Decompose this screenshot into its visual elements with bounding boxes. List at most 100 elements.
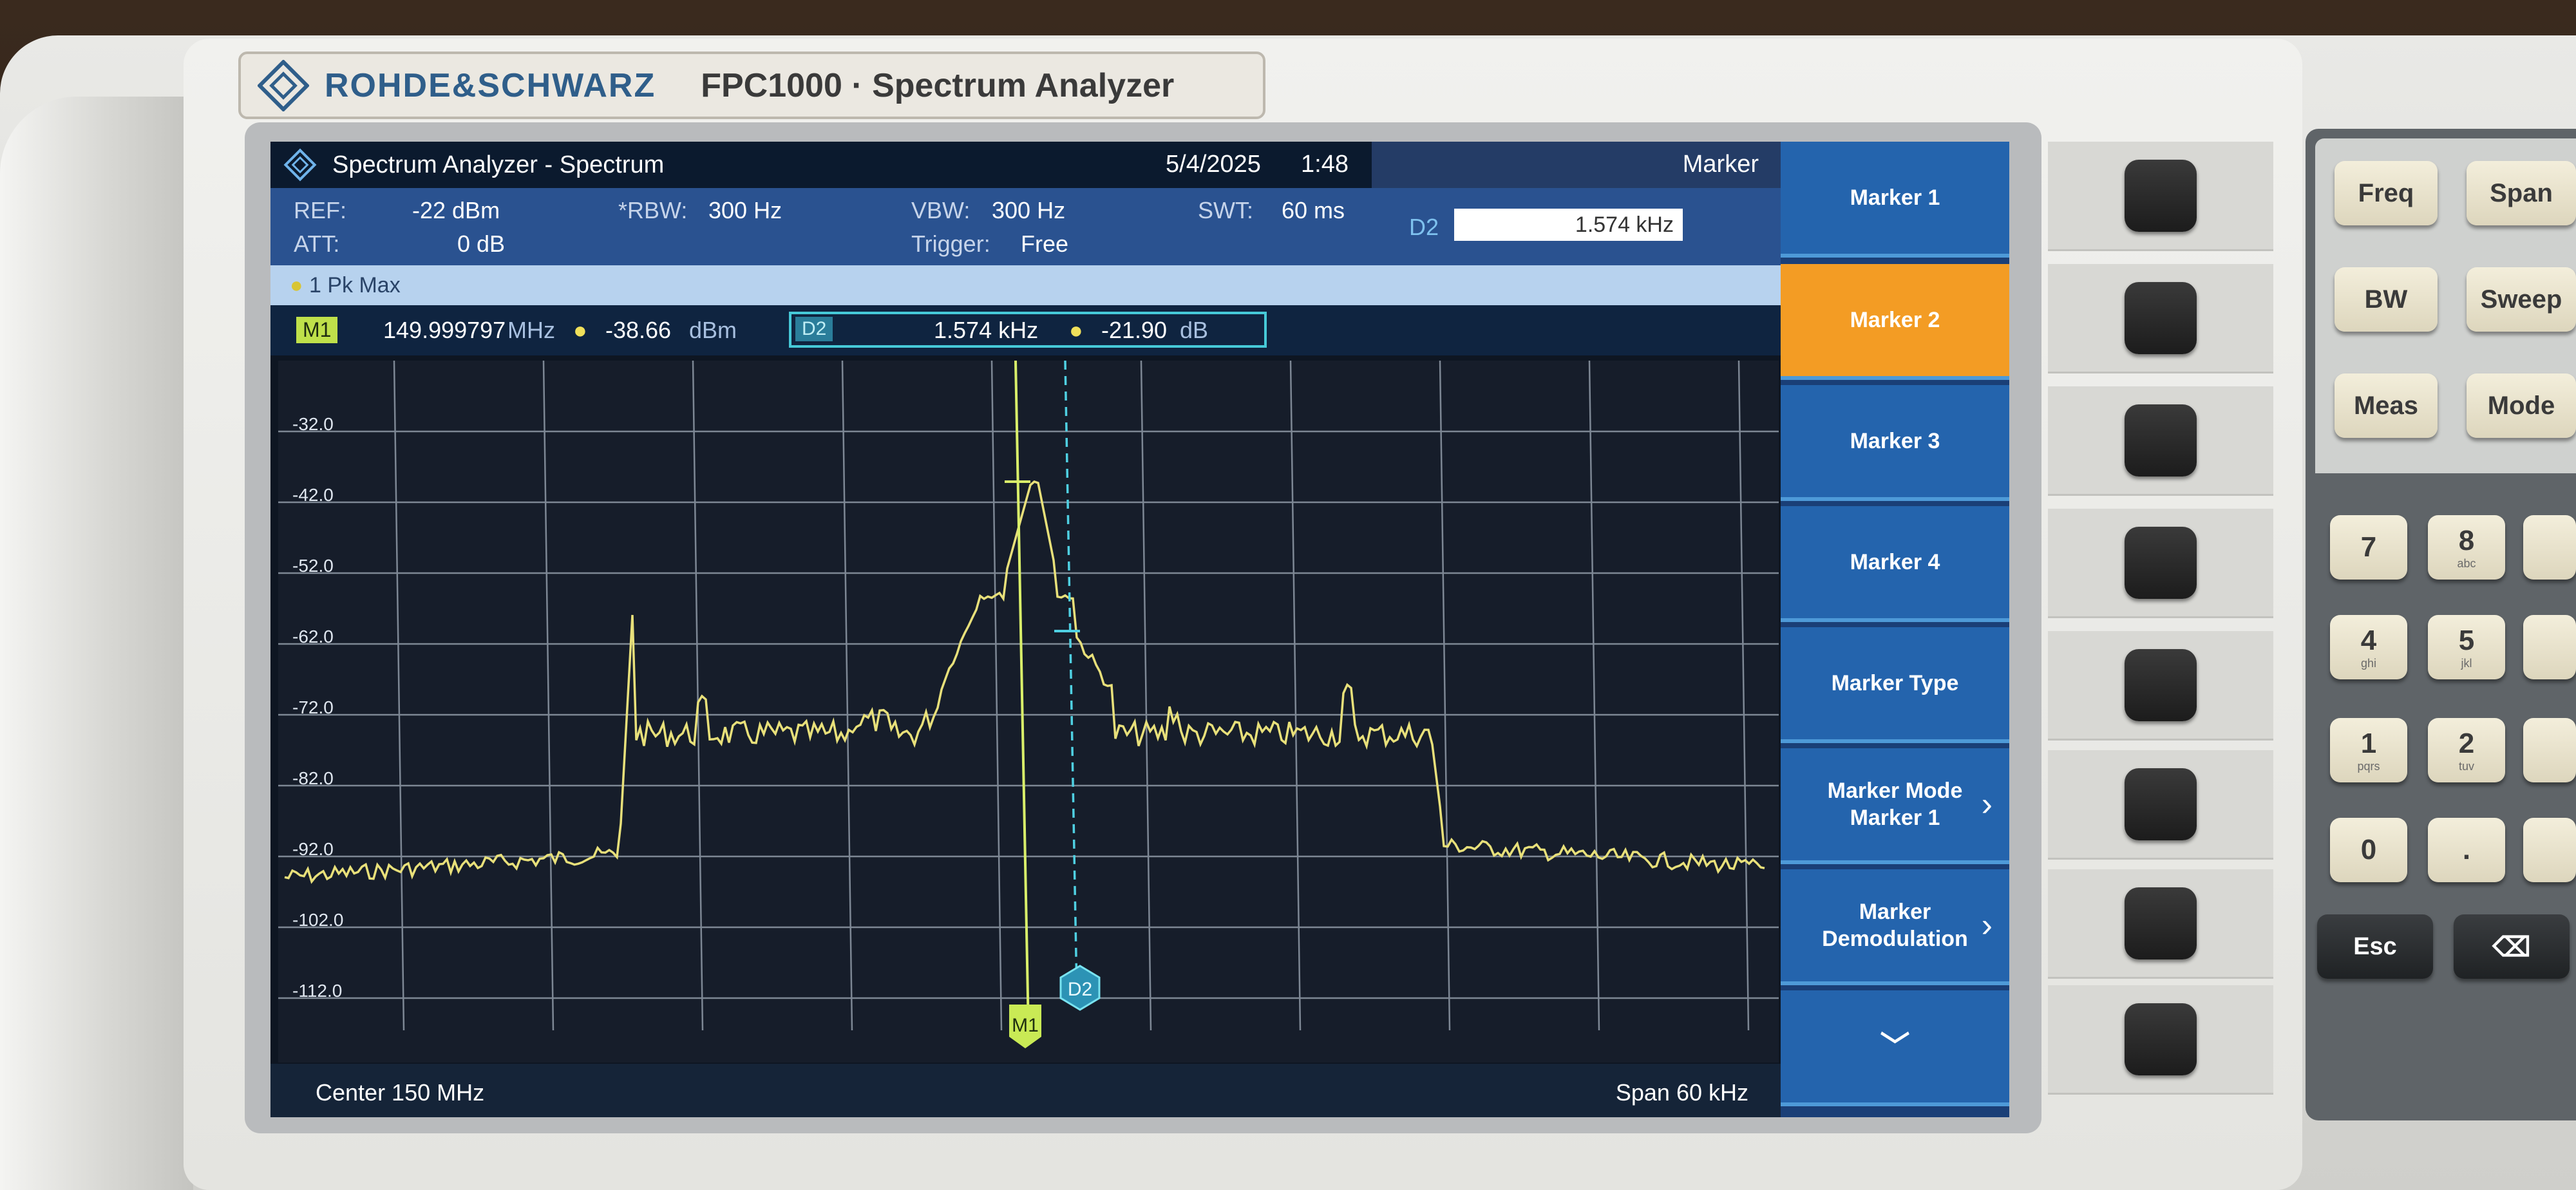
att-label: ATT: [294, 231, 340, 257]
esc-key[interactable]: Esc [2317, 914, 2433, 979]
freq-key[interactable]: Freq [2334, 161, 2438, 225]
key-label: Meas [2353, 391, 2419, 420]
softkey-marker-type[interactable]: Marker Type [1781, 627, 2009, 743]
rbw-value[interactable]: 300 Hz [708, 197, 782, 223]
digit-1-key[interactable]: 1 pqrs [2330, 718, 2407, 782]
y-tick-label: -72.0 [292, 697, 334, 717]
marker-d2[interactable]: D2 [1054, 360, 1101, 1011]
softkey-label: Marker 4 [1850, 550, 1940, 574]
digit-4-key[interactable]: 4 ghi [2330, 615, 2407, 679]
m1-level: -38.66 [605, 317, 672, 343]
digit-2-key[interactable]: 2 tuv [2428, 718, 2505, 782]
m1-frequency: 149.999797 [383, 317, 506, 343]
trigger-value[interactable]: Free [1021, 231, 1069, 257]
softkey-marker-3[interactable]: Marker 3 [1781, 385, 2009, 501]
brand-name: ROHDE&SCHWARZ [325, 66, 656, 104]
trace-label: 1 Pk Max [309, 273, 401, 298]
marker-input-label: D2 [1409, 214, 1439, 240]
swt-label: SWT: [1198, 197, 1253, 223]
hw-softkey-button-6[interactable] [2125, 768, 2197, 840]
chevron-right-icon: › [1981, 907, 1993, 944]
grid-line-vertical [542, 360, 554, 1031]
softkey-marker-4[interactable]: Marker 4 [1781, 506, 2009, 622]
hw-slot [2048, 869, 2273, 979]
m1-level-unit: dBm [689, 317, 737, 343]
key-label: 1 [2360, 727, 2377, 759]
decimal-key[interactable]: . [2428, 818, 2505, 882]
softkey-menu: Marker 1 Marker 2 Marker 3 Marker 4 Mark… [1781, 142, 2009, 1117]
hw-softkey-button-5[interactable] [2125, 648, 2197, 721]
key-sublabel: abc [2457, 556, 2476, 570]
hw-softkey-button-7[interactable] [2125, 887, 2197, 959]
digit-0-key[interactable]: 0 [2330, 818, 2407, 882]
digit-6-key[interactable] [2523, 615, 2576, 679]
digit-5-key[interactable]: 5 jkl [2428, 615, 2505, 679]
grid-line-vertical [1738, 360, 1750, 1031]
brand-plate: ROHDE&SCHWARZ FPC1000 · Spectrum Analyze… [238, 52, 1265, 119]
trace-info-bar: ● 1 Pk Max [270, 265, 1781, 305]
vbw-value[interactable]: 300 Hz [992, 197, 1066, 223]
meas-key[interactable]: Meas [2334, 373, 2438, 438]
rs-app-icon [282, 147, 318, 183]
grid-line-vertical [1588, 360, 1600, 1031]
m1-tag[interactable]: M1 [296, 317, 338, 343]
marker-value-input[interactable]: 1.574 kHz [1454, 209, 1683, 241]
digit-9-key[interactable] [2523, 515, 2576, 580]
softkey-marker-mode[interactable]: Marker Mode Marker 1 › [1781, 748, 2009, 864]
key-label: Sweep [2480, 285, 2562, 314]
d2-readout-box[interactable] [789, 312, 1267, 348]
hw-softkey-button-4[interactable] [2125, 526, 2197, 599]
d2-level-unit: dB [1180, 317, 1209, 343]
plus-minus-key[interactable] [2523, 818, 2576, 882]
time-display: 1:48 [1301, 151, 1349, 178]
y-tick-label: -112.0 [292, 981, 342, 1001]
key-label: 5 [2458, 624, 2475, 656]
footer-bar: Center 150 MHz Span 60 kHz [270, 1064, 1781, 1117]
softkey-hardware-buttons [2048, 142, 2273, 1095]
digit-7-key[interactable]: 7 [2330, 515, 2407, 580]
softkey-marker-demodulation[interactable]: Marker Demodulation › [1781, 869, 2009, 985]
trigger-label: Trigger: [911, 231, 990, 257]
center-frequency[interactable]: Center 150 MHz [316, 1079, 485, 1106]
grid-line-vertical [1289, 360, 1302, 1031]
key-label: 4 [2360, 624, 2377, 656]
marker-m1[interactable]: M1 [1005, 360, 1041, 1048]
hw-slot [2048, 985, 2273, 1095]
hw-slot [2048, 386, 2273, 496]
key-sublabel: ghi [2360, 656, 2377, 670]
hw-slot [2048, 264, 2273, 373]
title-bar: Spectrum Analyzer - Spectrum 5/4/2025 1:… [270, 142, 1372, 188]
sweep-key[interactable]: Sweep [2467, 267, 2576, 332]
y-tick-label: -52.0 [292, 556, 334, 576]
chevron-down-icon: ﹀ [1880, 1030, 1910, 1063]
digit-3-key[interactable] [2523, 718, 2576, 782]
hw-slot [2048, 631, 2273, 741]
softkey-marker-1[interactable]: Marker 1 [1781, 142, 2009, 258]
spectrum-plot[interactable]: -32.0 -42.0 -52.0 -62.0 -72.0 -82.0 -92.0 -102.… [278, 360, 1899, 1070]
analyzer-screen: Spectrum Analyzer - Spectrum 5/4/2025 1:… [270, 142, 2009, 1117]
y-tick-label: -32.0 [292, 414, 334, 434]
softkey-more[interactable]: ﹀ [1781, 990, 2009, 1106]
hw-softkey-button-8[interactable] [2125, 1003, 2197, 1075]
grid-line-vertical [393, 360, 405, 1031]
swt-value[interactable]: 60 ms [1282, 197, 1345, 223]
mode-key[interactable]: Mode [2467, 373, 2576, 438]
hw-softkey-button-3[interactable] [2125, 404, 2197, 477]
span-key[interactable]: Span [2467, 161, 2576, 225]
key-label: . [2462, 834, 2471, 865]
key-label: 2 [2458, 727, 2475, 759]
ref-value[interactable]: -22 dBm [412, 197, 500, 223]
softkey-marker-2[interactable]: Marker 2 [1781, 264, 2009, 380]
key-label: Span [2490, 178, 2553, 207]
digit-8-key[interactable]: 8 abc [2428, 515, 2505, 580]
span-value[interactable]: Span 60 kHz [1615, 1079, 1748, 1106]
att-value[interactable]: 0 dB [457, 231, 506, 257]
ref-label: REF: [294, 197, 347, 223]
hw-softkey-button-2[interactable] [2125, 281, 2197, 354]
bw-key[interactable]: BW [2334, 267, 2438, 332]
d2-dot-icon: ● [1069, 317, 1083, 343]
backspace-key[interactable]: ⌫ [2454, 914, 2570, 979]
hw-softkey-button-1[interactable] [2125, 159, 2197, 232]
marker-table: M1 149.999797 MHz ● -38.66 dBm D2 1.574 … [270, 305, 1781, 355]
key-label: BW [2364, 285, 2408, 314]
